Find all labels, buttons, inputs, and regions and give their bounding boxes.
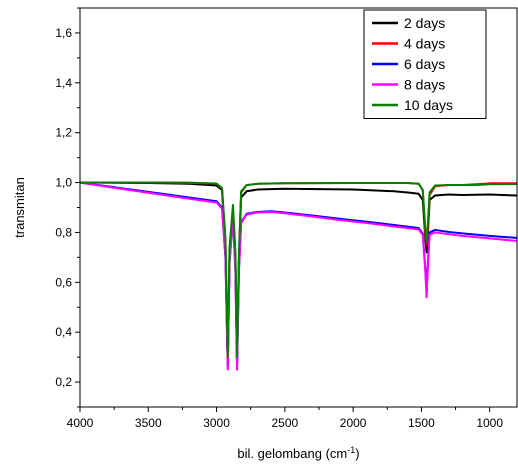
x-tick-label: 2000 (340, 416, 367, 430)
x-axis: 4000 3500 3000 2500 2000 1500 1000 (67, 407, 503, 430)
series-layer (80, 181, 517, 371)
series-line-1 (80, 181, 517, 366)
y-tick-label: 1,6 (55, 26, 72, 40)
legend: 2 days 4 days 6 days 8 days 10 days (363, 9, 487, 119)
y-axis: 0,2 0,4 0,6 0,8 1,0 1,2 1,4 1,6 (55, 7, 80, 408)
y-tick-label: 1,0 (55, 176, 72, 190)
y-tick-label: 1,2 (55, 126, 72, 140)
series-line-3 (80, 181, 517, 369)
legend-label: 4 days (404, 36, 445, 52)
x-tick-label: 3500 (135, 416, 162, 430)
x-tick-label: 1000 (476, 416, 503, 430)
x-tick-label: 4000 (67, 416, 94, 430)
x-tick-label: 1500 (408, 416, 435, 430)
series-line-5 (80, 181, 517, 359)
x-axis-title: bil. gelombang (cm-1) (237, 445, 359, 461)
y-tick-label: 1,4 (55, 76, 72, 90)
y-tick-label: 0,2 (55, 375, 72, 389)
y-tick-label: 0,8 (55, 225, 72, 239)
legend-label: 10 days (404, 97, 453, 113)
y-tick-label: 0,4 (55, 325, 72, 339)
series-line-4 (80, 181, 517, 371)
y-axis-title: transmitan (12, 177, 27, 238)
legend-label: 8 days (404, 77, 445, 93)
legend-label: 6 days (404, 56, 445, 72)
x-tick-label: 3000 (203, 416, 230, 430)
legend-label: 2 days (404, 15, 445, 31)
y-tick-label: 0,6 (55, 275, 72, 289)
series-line-2 (80, 181, 517, 366)
x-tick-label: 2500 (271, 416, 298, 430)
